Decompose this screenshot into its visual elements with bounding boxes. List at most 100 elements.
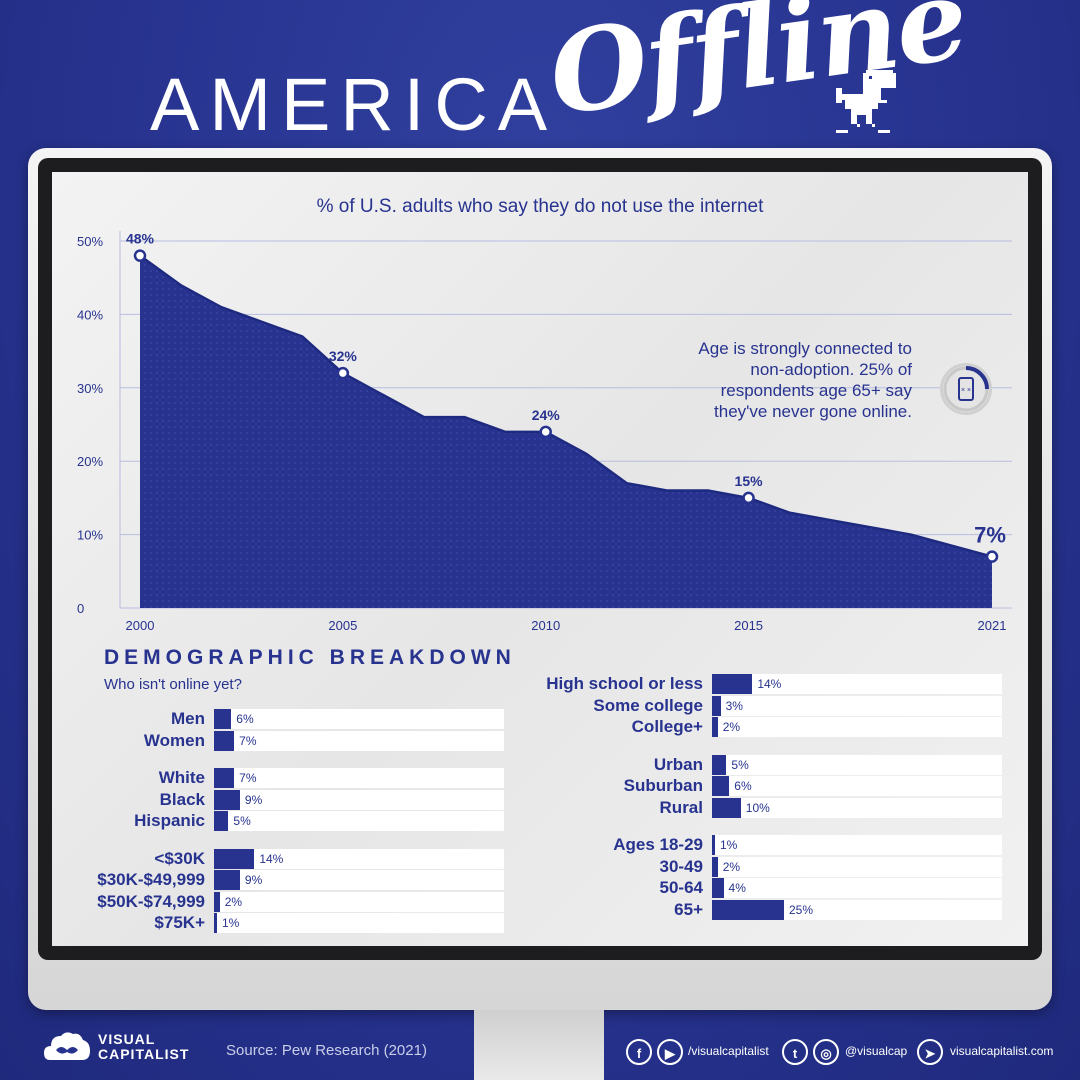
handle-visualcapitalist[interactable]: /visualcapitalist (688, 1044, 769, 1058)
demographic-label: Suburban (623, 776, 703, 795)
demographic-label: Rural (659, 797, 703, 817)
demographic-value: 2% (224, 894, 243, 909)
y-tick-label: 50% (77, 234, 103, 249)
youtube-icon[interactable]: ▶ (657, 1039, 683, 1065)
demographics-heading: DEMOGRAPHIC BREAKDOWN (104, 646, 516, 669)
demographic-value: 5% (233, 814, 251, 828)
x-tick-label: 2010 (531, 618, 560, 632)
demographic-bar (712, 717, 718, 737)
svg-text:× ×: × × (961, 387, 971, 394)
demographic-bar (214, 848, 255, 869)
demographic-bar (214, 811, 229, 831)
area-chart: 0 10% 20% 30% 40% 50% 2000 2005 2010 2015 2021 48… (77, 231, 1012, 632)
demographic-label: Black (159, 789, 205, 809)
demographic-bar-track: 10% (712, 797, 1002, 818)
demographic-label: College+ (631, 717, 703, 736)
instagram-icon[interactable]: ◎ (813, 1039, 839, 1065)
demographic-bar (712, 674, 753, 694)
brand-line1: VISUAL (98, 1031, 156, 1047)
demographic-bar-track: 14% (214, 848, 504, 869)
demographic-bar (214, 730, 235, 751)
demographics-subheading: Who isn't online yet? (104, 676, 242, 693)
demographic-value: 1% (720, 838, 738, 852)
demographic-bar-track: 6% (712, 776, 1002, 796)
demographic-value: 5% (731, 757, 749, 772)
data-label: 7% (974, 523, 1006, 548)
demographic-label: Urban (653, 754, 703, 774)
data-point (742, 491, 755, 505)
demographic-value: 4% (728, 881, 746, 895)
demographic-value: 14% (757, 677, 782, 691)
monitor-bezel: % of U.S. adults who say they do not use… (38, 158, 1042, 960)
brand-name: VISUAL CAPITALIST (98, 1032, 189, 1062)
demographic-bar (214, 789, 240, 810)
demographic-bar-track: 2% (214, 891, 504, 912)
demographic-label: 30-49 (659, 856, 703, 876)
demographic-bar-track: 25% (712, 899, 1002, 920)
demographic-bar (712, 776, 730, 796)
data-point (539, 425, 552, 439)
demographic-bar-track: 5% (214, 811, 504, 831)
demographic-bar-track: 2% (712, 717, 1002, 737)
demographic-value: 2% (722, 720, 741, 734)
demographic-label: Ages 18-29 (613, 835, 703, 854)
demographic-bar (214, 870, 240, 890)
chart-title: % of U.S. adults who say they do not use… (316, 196, 764, 217)
demographic-bar-track: 1% (214, 913, 504, 933)
demographic-bar-track: 14% (712, 674, 1002, 694)
demographic-bar-track: 3% (712, 695, 1002, 716)
area-series (140, 255, 992, 608)
handle-visualcap[interactable]: @visualcap (845, 1044, 908, 1058)
demographic-label: Women (143, 730, 205, 750)
brand-line2: CAPITALIST (98, 1046, 190, 1062)
source-text: Source: Pew Research (2021) (226, 1042, 427, 1059)
chart-annotation: Age is strongly connected to non-adoptio… (698, 339, 912, 421)
demographic-value: 1% (222, 916, 240, 930)
demographic-label: High school or less (546, 674, 703, 693)
demographic-bar (214, 891, 220, 912)
website-link[interactable]: visualcapitalist.com (950, 1044, 1054, 1058)
x-tick-label: 2021 (978, 618, 1007, 632)
y-tick-label: 30% (77, 381, 103, 396)
twitter-icon[interactable]: t (782, 1039, 808, 1065)
demographic-bar (214, 709, 232, 729)
facebook-icon[interactable]: f (626, 1039, 652, 1065)
demographic-label: White (158, 768, 205, 787)
demographic-value: 3% (725, 698, 743, 713)
demographic-bar (214, 913, 217, 933)
demographic-label: Hispanic (134, 811, 205, 830)
demographic-value: 9% (244, 792, 263, 807)
demographic-bar (214, 768, 235, 788)
cursor-icon[interactable]: ➤ (917, 1039, 943, 1065)
data-point (985, 550, 999, 563)
x-tick-label: 2005 (328, 618, 357, 632)
demographic-bar-track: 5% (712, 754, 1002, 775)
demographic-value: 14% (259, 851, 284, 866)
y-tick-label: 0 (77, 601, 84, 616)
demographic-label: 50-64 (659, 878, 703, 897)
demographic-label: $50K-$74,999 (97, 891, 205, 911)
demographic-value: 6% (734, 779, 752, 793)
title-america: AMERICA (150, 63, 558, 146)
demographic-bar-track: 1% (712, 835, 1002, 855)
demographic-value: 2% (722, 859, 741, 874)
demographic-value: 6% (236, 712, 254, 726)
data-point (133, 249, 147, 262)
demographic-bar (712, 754, 727, 775)
demographic-bar (712, 899, 784, 920)
x-tick-label: 2015 (734, 618, 763, 632)
demographic-bar (712, 695, 721, 716)
demographic-bar-track: 7% (214, 768, 504, 788)
monitor-frame: % of U.S. adults who say they do not use… (28, 148, 1052, 1010)
dinosaur-icon (836, 70, 896, 133)
visual-capitalist-logo-icon (44, 1032, 90, 1060)
demographic-bar (712, 878, 724, 898)
demographic-bar (712, 835, 715, 855)
data-label: 15% (735, 473, 764, 489)
y-tick-label: 40% (77, 307, 103, 322)
demographic-label: Men (171, 709, 205, 728)
demographic-bar (712, 856, 718, 877)
data-label: 24% (532, 407, 561, 423)
demographic-value: 9% (244, 873, 263, 887)
demographic-value: 25% (789, 902, 814, 917)
